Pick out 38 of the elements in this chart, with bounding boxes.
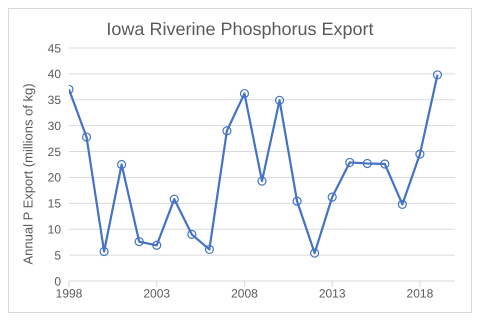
point: [134, 237, 144, 246]
x-tick-label: 2008: [231, 286, 258, 301]
y-tick-label: 20: [48, 170, 62, 185]
point: [380, 159, 390, 169]
point: [292, 196, 302, 206]
y-tick-label: 0: [54, 274, 62, 288]
y-tick-label: 5: [54, 248, 62, 262]
point: [362, 158, 372, 168]
x-tick-label: 2013: [318, 286, 346, 301]
y-tick-label: 15: [48, 196, 62, 211]
point: [82, 132, 92, 142]
point: [117, 160, 126, 170]
x-tick-label: 1998: [56, 286, 83, 301]
x-tick-label: 2018: [406, 286, 434, 301]
point: [328, 192, 337, 202]
point: [415, 150, 425, 159]
point: [432, 70, 442, 80]
point: [398, 200, 407, 209]
y-tick-label: 40: [48, 67, 62, 82]
point: [204, 244, 214, 254]
y-tick-label: 10: [48, 222, 62, 236]
point: [274, 96, 284, 105]
y-tick-label: 25: [48, 144, 62, 159]
y-axis-title: Annual P Export (millions of kg): [20, 83, 36, 264]
point: [170, 194, 179, 204]
point: [257, 176, 267, 186]
point: [99, 246, 109, 256]
point: [187, 230, 196, 239]
point: [310, 248, 320, 258]
point: [345, 158, 354, 168]
point: [222, 126, 232, 136]
y-tick-label: 45: [48, 41, 62, 56]
point: [152, 240, 162, 250]
chart-title: Iowa Riverine Phosphorus Export: [105, 19, 375, 40]
y-tick-label: 30: [48, 118, 62, 133]
x-tick-label: 2003: [143, 286, 170, 301]
y-tick-label: 35: [48, 93, 62, 108]
point: [240, 88, 250, 98]
